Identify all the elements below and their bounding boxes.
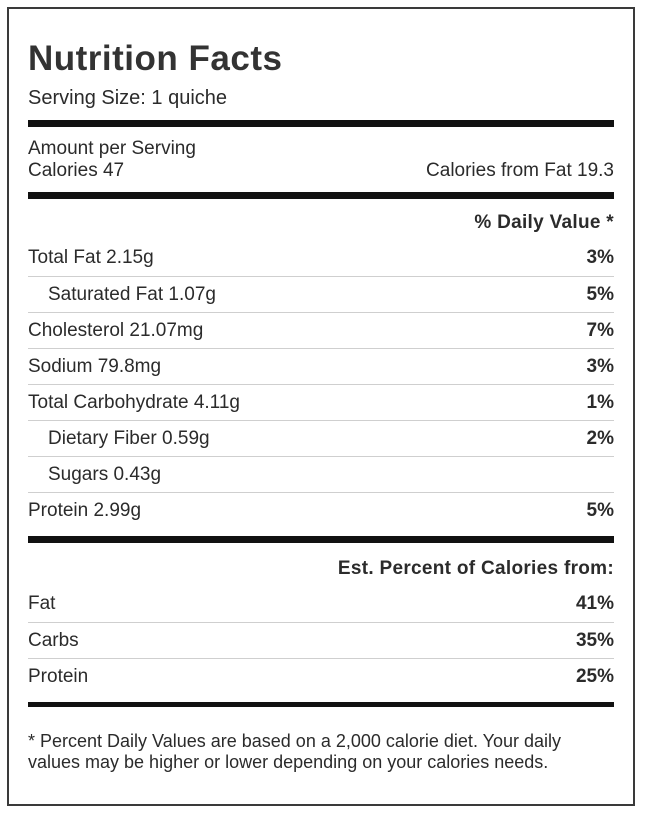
nutrient-percent: 5% bbox=[586, 283, 614, 305]
nutrient-row-saturated-fat: Saturated Fat 1.07g 5% bbox=[28, 276, 614, 312]
nutrient-label: Saturated Fat 1.07g bbox=[48, 283, 216, 305]
nutrient-row-total-fat: Total Fat 2.15g 3% bbox=[28, 240, 614, 275]
serving-size: Serving Size: 1 quiche bbox=[28, 87, 228, 109]
nutrient-percent: 3% bbox=[586, 246, 614, 268]
calorie-source-percent: 25% bbox=[575, 665, 614, 687]
nutrient-percent: 2% bbox=[586, 427, 614, 449]
nutrient-row-sodium: Sodium 79.8mg 3% bbox=[28, 348, 614, 384]
label-title: Nutrition Facts bbox=[28, 39, 283, 78]
calorie-source-row-protein: Protein 25% bbox=[28, 658, 614, 694]
daily-value-header: % Daily Value * bbox=[474, 212, 614, 233]
nutrient-label: Total Fat 2.15g bbox=[28, 246, 154, 268]
nutrient-row-cholesterol: Cholesterol 21.07mg 7% bbox=[28, 312, 614, 348]
nutrition-label: Nutrition Facts Serving Size: 1 quiche A… bbox=[7, 7, 635, 806]
nutrient-row-protein: Protein 2.99g 5% bbox=[28, 492, 614, 528]
calories-from-header: Est. Percent of Calories from: bbox=[337, 558, 614, 579]
divider-thick bbox=[28, 702, 614, 707]
calories-value: Calories 47 bbox=[28, 160, 125, 181]
nutrient-percent: 7% bbox=[586, 319, 614, 341]
calorie-source-percent: 41% bbox=[575, 592, 614, 614]
calories-from-fat: Calories from Fat 19.3 bbox=[426, 160, 614, 181]
calorie-source-row-fat: Fat 41% bbox=[28, 586, 614, 621]
calorie-source-row-carbs: Carbs 35% bbox=[28, 622, 614, 658]
nutrient-label: Sugars 0.43g bbox=[48, 463, 162, 485]
calorie-source-label: Protein bbox=[28, 665, 89, 687]
nutrient-label: Protein 2.99g bbox=[28, 499, 142, 521]
nutrient-row-total-carbohydrate: Total Carbohydrate 4.11g 1% bbox=[28, 384, 614, 420]
nutrient-percent: 5% bbox=[586, 499, 614, 521]
nutrient-row-sugars: Sugars 0.43g bbox=[28, 456, 614, 492]
nutrient-percent: 3% bbox=[586, 355, 614, 377]
divider-thick bbox=[28, 536, 614, 543]
calorie-source-label: Carbs bbox=[28, 629, 79, 651]
calorie-source-label: Fat bbox=[28, 592, 56, 614]
nutrient-row-dietary-fiber: Dietary Fiber 0.59g 2% bbox=[28, 420, 614, 456]
divider-thick bbox=[28, 120, 614, 127]
calorie-source-percent: 35% bbox=[575, 629, 614, 651]
calories-row: Calories 47 Calories from Fat 19.3 bbox=[28, 160, 614, 182]
divider-thick bbox=[28, 192, 614, 199]
nutrient-percent: 1% bbox=[586, 391, 614, 413]
nutrient-label: Cholesterol 21.07mg bbox=[28, 319, 204, 341]
footnote: * Percent Daily Values are based on a 2,… bbox=[28, 731, 562, 772]
amount-per-serving: Amount per Serving bbox=[28, 138, 196, 159]
nutrient-label: Dietary Fiber 0.59g bbox=[48, 427, 210, 449]
nutrient-label: Total Carbohydrate 4.11g bbox=[28, 391, 240, 413]
nutrient-label: Sodium 79.8mg bbox=[28, 355, 162, 377]
